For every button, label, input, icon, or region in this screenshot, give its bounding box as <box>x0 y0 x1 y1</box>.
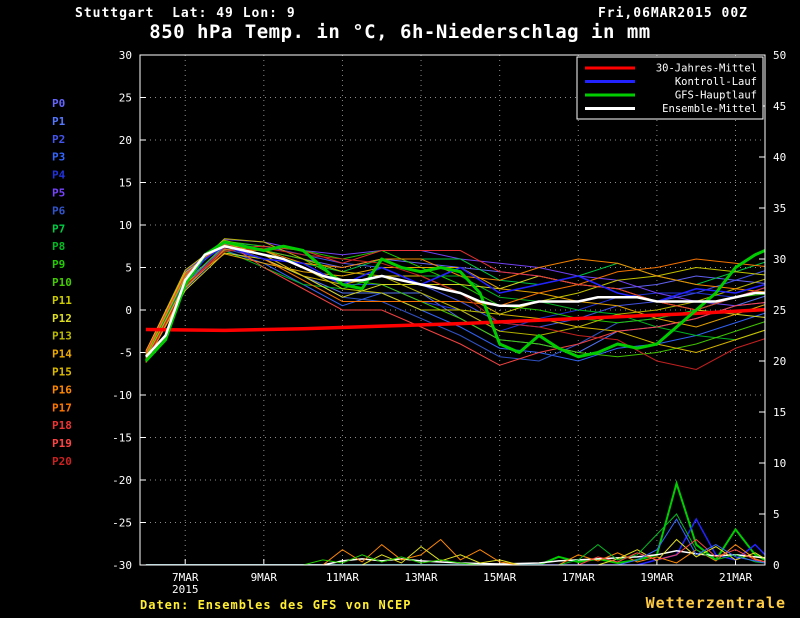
member-label-p14: P14 <box>52 348 72 361</box>
precip-line-member-p9 <box>145 554 765 565</box>
y-right-tick-label: 35 <box>773 202 786 215</box>
y-left-tick-label: 15 <box>119 177 132 190</box>
member-label-p17: P17 <box>52 401 72 414</box>
run-timestamp: Fri,06MAR2015 00Z <box>597 6 748 21</box>
y-left-tick-label: -10 <box>112 389 132 402</box>
temp-member-line-p18 <box>145 245 765 360</box>
precip-line-member-p3 <box>145 518 765 565</box>
temp-member-line-p0 <box>145 243 765 355</box>
temp-member-line-p16 <box>145 249 765 363</box>
member-label-p15: P15 <box>52 366 72 379</box>
x-tick-sublabel: 2015 <box>172 583 199 596</box>
page-title: 850 hPa Temp. in °C, 6h-Niederschlag in … <box>149 21 651 43</box>
y-right-tick-label: 25 <box>773 304 786 317</box>
member-label-p16: P16 <box>52 383 72 396</box>
y-left-tick-label: -30 <box>112 559 132 572</box>
member-label-p9: P9 <box>52 258 65 271</box>
temp-line-ens-mean <box>144 245 765 358</box>
member-label-p4: P4 <box>52 169 66 182</box>
precip-line-member-p12 <box>145 538 765 565</box>
x-tick-label: 7MAR <box>172 571 199 584</box>
legend-label: Kontroll-Lauf <box>675 76 757 88</box>
temp-member-line-p20 <box>145 247 765 371</box>
precip-line-member-p19 <box>145 538 765 565</box>
member-label-p2: P2 <box>52 133 65 146</box>
member-label-p3: P3 <box>52 151 65 164</box>
y-right-tick-label: 50 <box>773 49 786 62</box>
y-left-tick-label: 10 <box>119 219 132 232</box>
y-right-tick-label: 30 <box>773 253 786 266</box>
y-left-tick-label: 20 <box>119 134 132 147</box>
temp-member-line-p19 <box>145 240 765 366</box>
y-left-tick-label: -20 <box>112 474 132 487</box>
y-left-tick-label: 0 <box>125 304 132 317</box>
member-label-p8: P8 <box>52 240 65 253</box>
x-tick-label: 13MAR <box>404 571 437 584</box>
temp-line-mean30 <box>145 307 765 333</box>
legend-label: Ensemble-Mittel <box>662 103 757 115</box>
y-right-tick-label: 0 <box>773 559 780 572</box>
x-tick-label: 11MAR <box>326 571 359 584</box>
member-label-p10: P10 <box>52 276 72 289</box>
y-right-tick-label: 10 <box>773 457 786 470</box>
temp-member-line-p17 <box>145 243 765 355</box>
y-right-tick-label: 15 <box>773 406 786 419</box>
plot-area <box>144 238 765 565</box>
y-left-tick-label: -25 <box>112 517 132 530</box>
y-right-tick-label: 20 <box>773 355 786 368</box>
x-tick-label: 15MAR <box>483 571 516 584</box>
station-label: Stuttgart Lat: 49 Lon: 9 <box>75 6 296 21</box>
x-tick-label: 17MAR <box>562 571 595 584</box>
plot-border <box>139 54 766 566</box>
y-left-tick-label: -15 <box>112 432 132 445</box>
member-label-p7: P7 <box>52 222 65 235</box>
temp-member-line-p1 <box>145 245 765 360</box>
member-label-p1: P1 <box>52 115 66 128</box>
precip-line-control <box>145 517 765 565</box>
member-label-p11: P11 <box>52 294 72 307</box>
y-right-tick-label: 45 <box>773 100 786 113</box>
member-label-p20: P20 <box>52 455 72 468</box>
temp-member-line-p13 <box>145 238 765 356</box>
y-left-tick-label: 30 <box>119 49 132 62</box>
precip-line-ens-mean <box>145 549 765 565</box>
temp-member-line-p7 <box>145 244 765 354</box>
y-left-tick-label: 25 <box>119 92 132 105</box>
x-tick-label: 19MAR <box>640 571 673 584</box>
member-label-p18: P18 <box>52 419 72 432</box>
member-label-p12: P12 <box>52 312 72 325</box>
legend-label: 30-Jahres-Mittel <box>656 63 757 75</box>
x-tick-label: 21MAR <box>719 571 752 584</box>
data-source-label: Daten: Ensembles des GFS von NCEP <box>140 598 412 612</box>
member-label-p5: P5 <box>52 187 65 200</box>
member-label-p13: P13 <box>52 330 72 343</box>
precip-line-member-p8 <box>145 513 765 565</box>
member-label-p6: P6 <box>52 204 66 217</box>
legend-label: GFS-Hauptlauf <box>675 90 757 102</box>
y-right-tick-label: 40 <box>773 151 786 164</box>
member-label-p0: P0 <box>52 97 65 110</box>
y-left-tick-label: 5 <box>125 262 132 275</box>
precip-line-main-run <box>145 479 765 565</box>
temp-member-line-p12 <box>145 252 765 363</box>
y-left-tick-label: -5 <box>119 347 132 360</box>
y-right-tick-label: 5 <box>773 508 780 521</box>
temp-line-main-run <box>144 240 765 363</box>
x-tick-label: 9MAR <box>251 571 278 584</box>
member-label-p19: P19 <box>52 437 72 450</box>
brand-label: Wetterzentrale <box>645 594 786 612</box>
